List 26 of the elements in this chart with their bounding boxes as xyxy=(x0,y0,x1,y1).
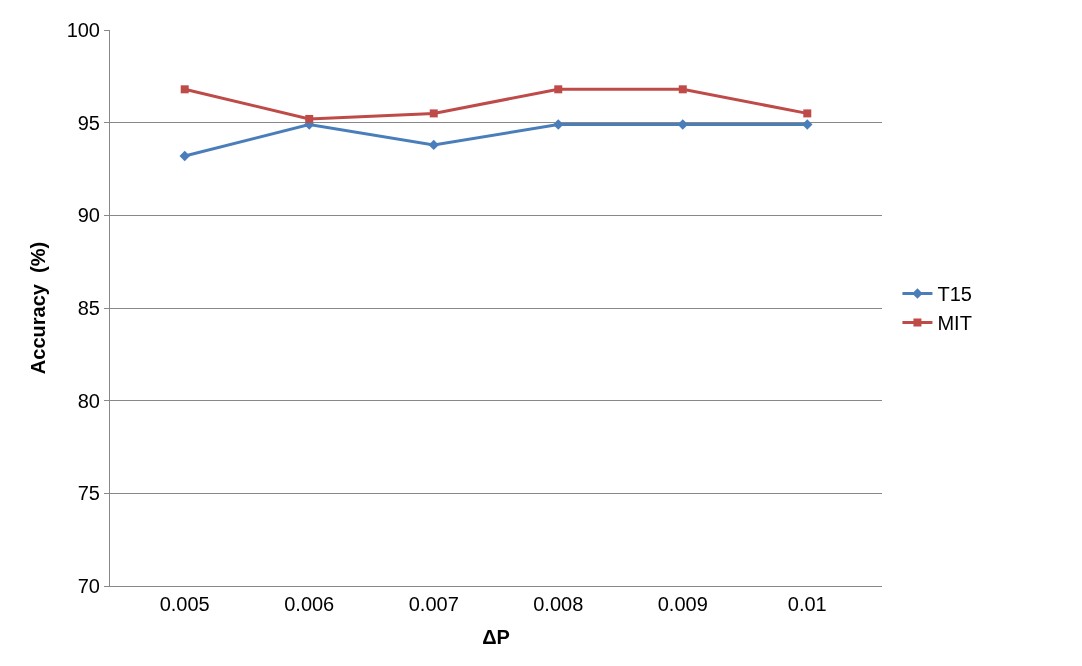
point xyxy=(678,85,687,94)
y-tick-label: 70 xyxy=(77,575,100,597)
y-tick-label: 80 xyxy=(77,389,100,412)
point xyxy=(554,85,563,94)
x-tick-label: 0.008 xyxy=(533,593,584,615)
x-tick-label: 0.006 xyxy=(284,593,335,615)
point xyxy=(305,114,314,123)
y-tick-label: 75 xyxy=(77,482,100,505)
legend-label: T15 xyxy=(937,283,972,306)
y-tick-label: 100 xyxy=(66,19,100,41)
y-tick-label: 85 xyxy=(77,297,100,319)
x-axis-title: ΔP xyxy=(482,625,510,648)
x-tick-label: 0.007 xyxy=(408,593,459,615)
y-tick-label: 90 xyxy=(77,204,100,227)
x-tick-label: 0.005 xyxy=(159,593,210,615)
y-axis-title: Accuracy (%) xyxy=(27,241,50,375)
x-tick-label: 0.01 xyxy=(787,593,827,615)
point xyxy=(429,109,438,118)
point xyxy=(803,109,812,118)
point xyxy=(428,139,439,151)
point xyxy=(180,85,189,94)
x-tick-label: 0.009 xyxy=(657,593,708,615)
point xyxy=(802,119,813,130)
legend-label: MIT xyxy=(937,312,972,335)
point xyxy=(179,150,190,162)
y-tick-label: 95 xyxy=(77,111,100,134)
